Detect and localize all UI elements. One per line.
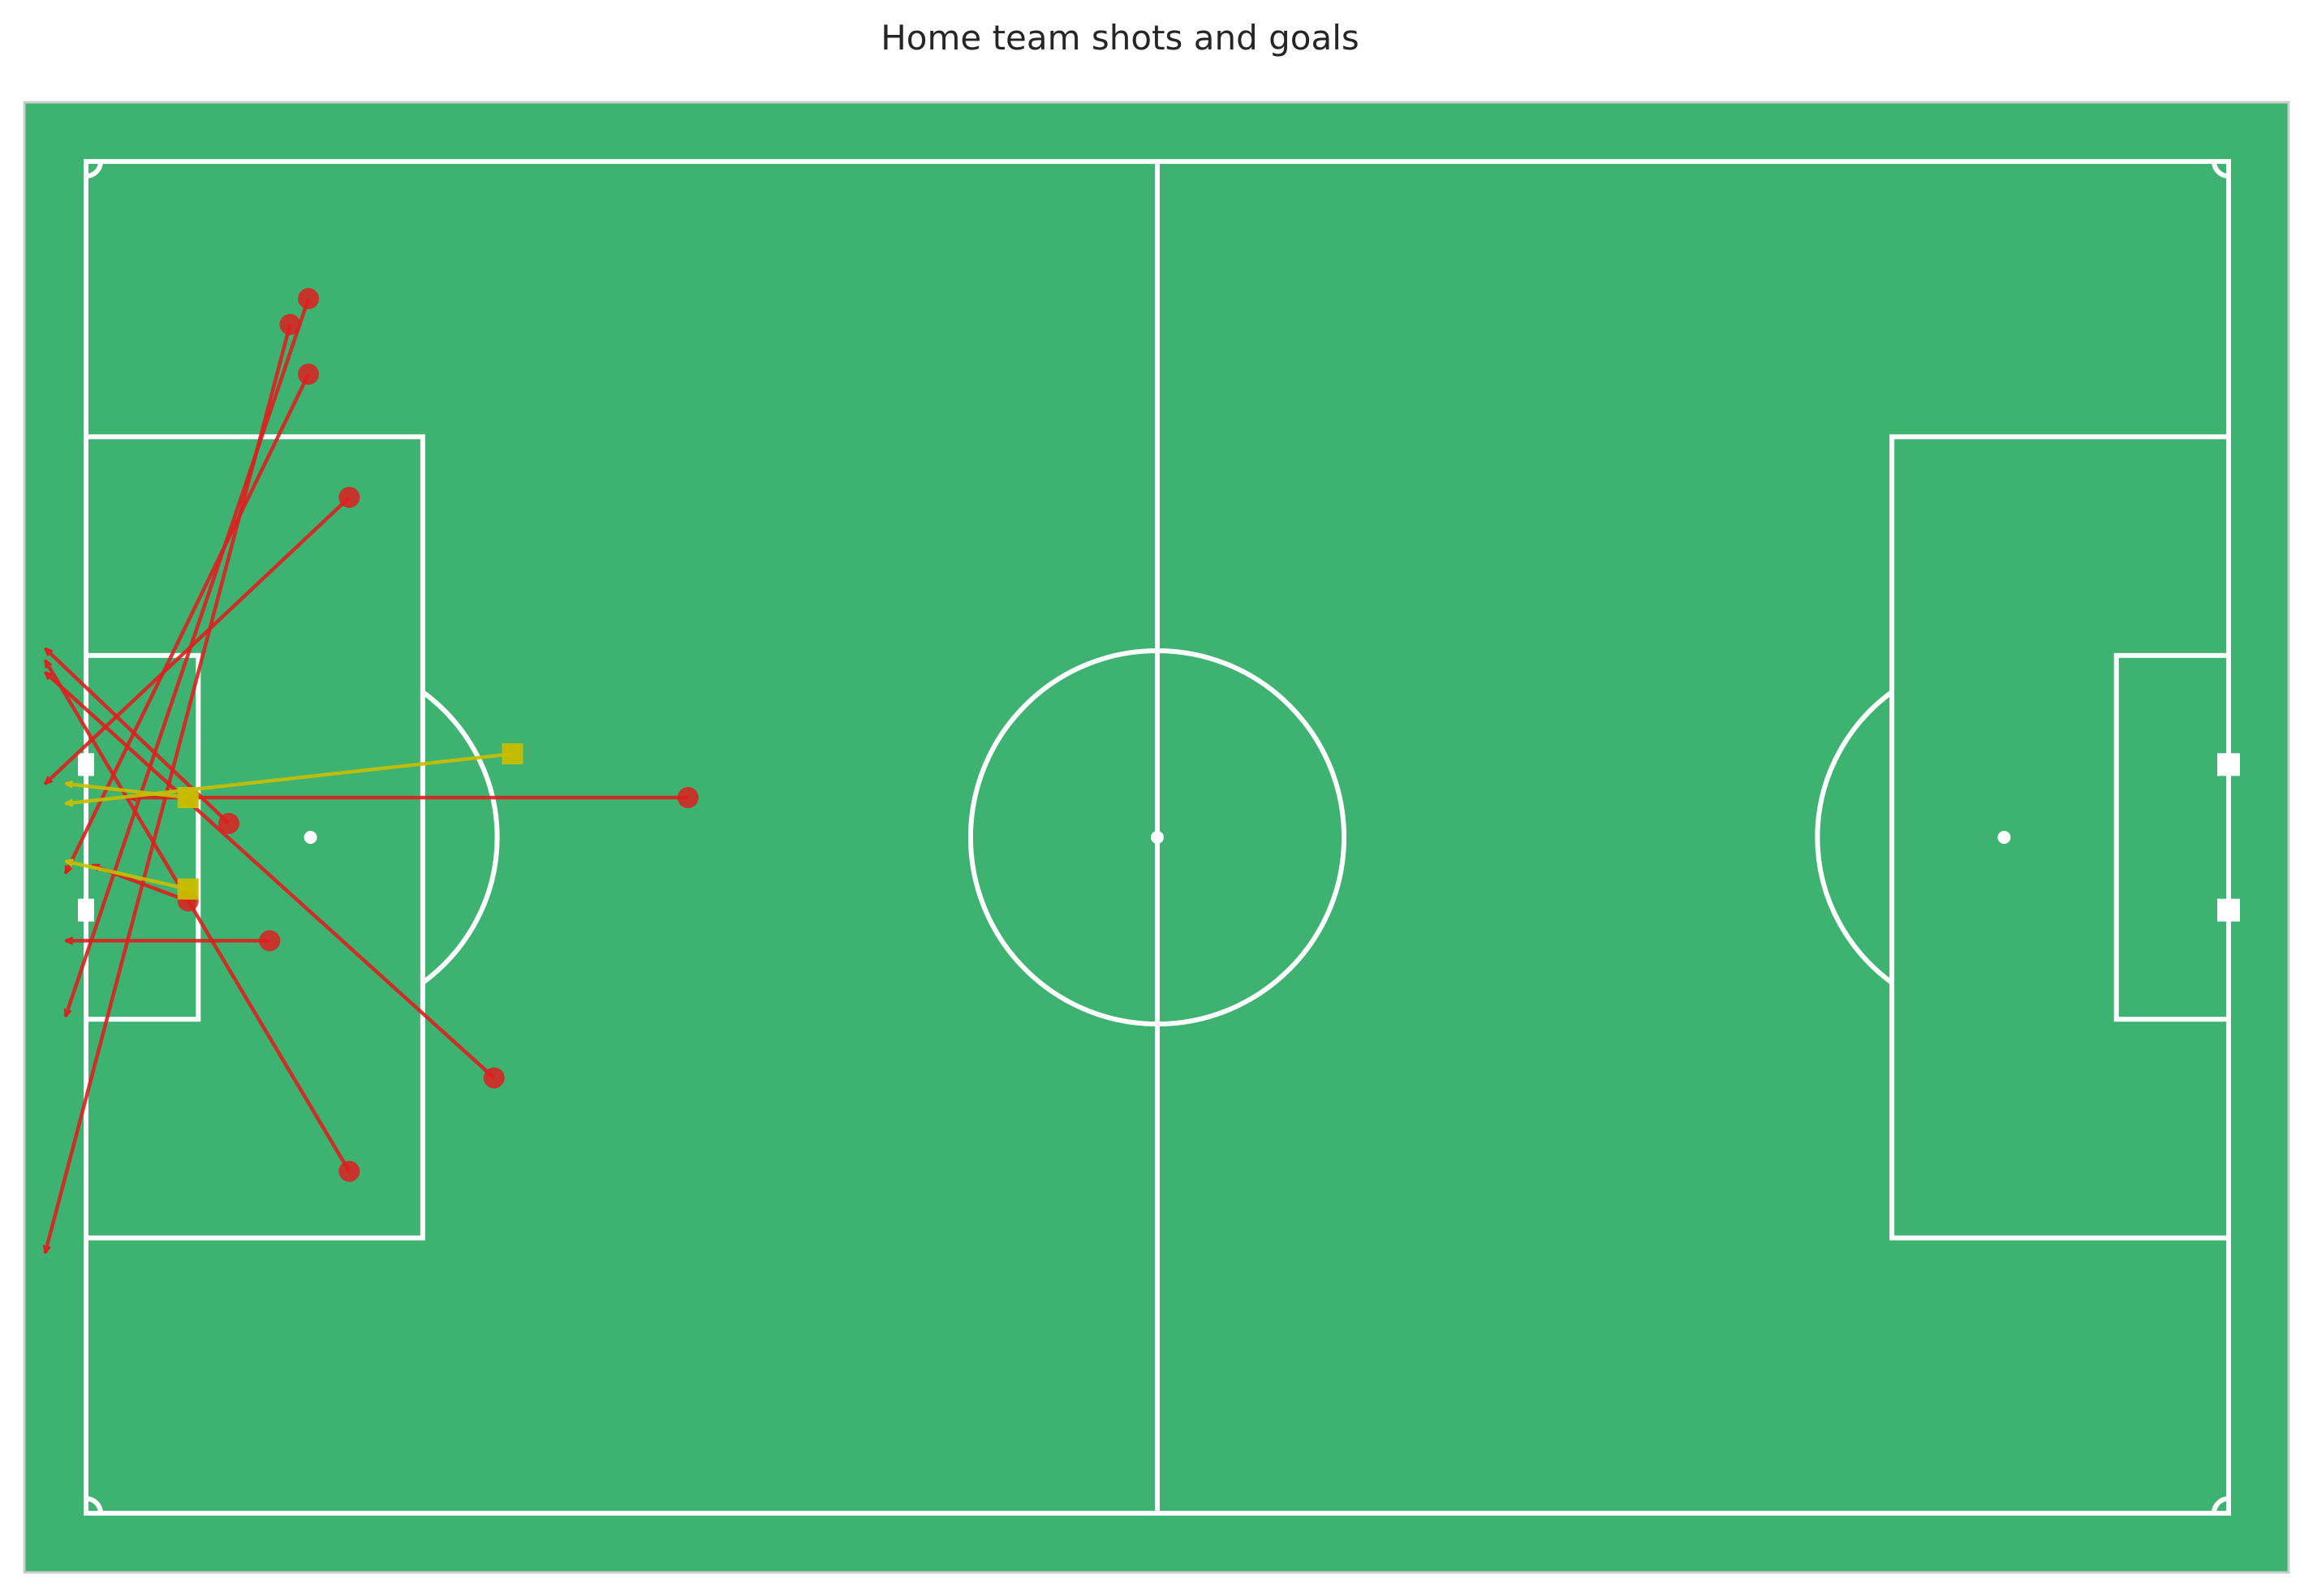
goal-trajectory (66, 784, 188, 800)
corner-arc-top-left (85, 161, 103, 179)
shot-marker (259, 930, 281, 952)
corner-arc-bottom-right (2212, 1496, 2229, 1514)
right-goal-area (2113, 652, 2232, 1022)
right-penalty-arc (1815, 690, 1893, 985)
centre-circle (967, 647, 1347, 1027)
shot-marker (338, 487, 360, 509)
corner-arc-top-right (2212, 161, 2229, 179)
right-penalty-spot (1997, 831, 2011, 844)
left-goal-area (84, 652, 201, 1022)
goal-marker (177, 878, 199, 900)
shot-marker (279, 313, 301, 335)
centre-spot (1151, 831, 1164, 844)
shot-marker (218, 812, 239, 834)
shot-trajectory (45, 324, 292, 1253)
goal-trajectory (66, 861, 189, 891)
corner-arc-bottom-left (85, 1496, 103, 1514)
goal-trajectory (66, 751, 513, 803)
shot-trajectory (43, 660, 351, 1172)
left-penalty-arc (421, 690, 500, 985)
shot-marker (483, 1067, 505, 1089)
right-goal-post (2217, 753, 2240, 776)
shot-marker (677, 787, 699, 808)
left-goal-post (78, 898, 94, 922)
shot-marker (298, 288, 320, 310)
shot-trajectory (45, 496, 351, 784)
shot-layer (45, 288, 699, 1253)
goal-marker (502, 743, 523, 765)
goal-marker (177, 787, 199, 808)
pitch-markings (23, 101, 2290, 1574)
chart-title: Home team shots and goals (881, 18, 1359, 58)
right-goal-post (2217, 898, 2240, 922)
left-goal-post (78, 753, 94, 776)
shot-marker (298, 364, 320, 385)
shot-trajectory (45, 673, 496, 1080)
shot-trajectory (66, 298, 311, 1016)
shot-marker (338, 1160, 360, 1182)
left-penalty-spot (304, 831, 317, 844)
